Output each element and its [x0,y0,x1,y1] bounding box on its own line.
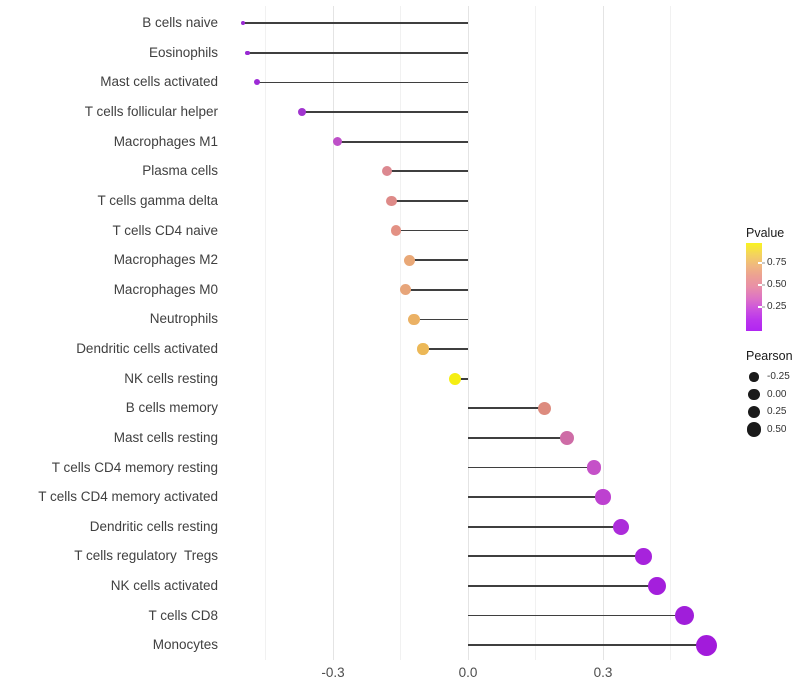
y-axis-label: T cells regulatory Tregs [74,548,218,564]
data-point-dot [448,372,461,385]
y-axis-label: T cells CD4 memory activated [38,489,218,505]
data-point-dot [253,79,260,86]
legend-pvalue-title: Pvalue [746,226,785,240]
data-point-dot [648,576,666,595]
y-axis-label: T cells CD8 [148,607,218,623]
stem [409,259,468,262]
stem [247,51,468,54]
y-axis-label: Eosinophils [148,44,218,60]
data-point-dot [404,254,415,266]
y-axis-label: Mast cells resting [113,429,218,445]
data-point-dot [297,108,306,117]
pearson-legend-label: 0.25 [767,406,787,417]
gridline-major [467,6,469,660]
colorbar-tick [758,262,762,264]
data-point-dot [408,313,420,325]
stem [468,436,567,439]
y-axis-label: Dendritic cells activated [76,341,218,357]
data-point-dot [537,401,552,415]
colorbar-tick [758,306,762,308]
stem [387,170,468,173]
stem [454,377,468,380]
data-point-dot [245,50,250,56]
colorbar-tick-label: 0.25 [767,301,787,313]
pearson-legend-label: 0.00 [767,388,787,400]
y-axis-label: T cells CD4 naive [112,222,218,238]
stem [468,525,621,528]
data-point-dot [696,634,717,656]
gridline-major [332,6,334,660]
stem [468,466,594,469]
data-point-dot [417,343,429,355]
pearson-legend-dot [748,388,760,401]
stem [468,644,707,647]
stem [468,585,657,587]
data-point-dot [586,460,602,475]
stem [301,111,468,113]
y-axis-label: Mast cells activated [100,74,218,90]
colorbar-tick-label: 0.75 [767,257,787,269]
data-point-dot [613,518,629,535]
data-point-dot [240,20,246,26]
stem [468,407,545,410]
data-point-dot [560,430,574,445]
y-axis-label: B cells naive [142,15,218,31]
y-axis-label: B cells memory [125,400,218,416]
data-point-dot [399,284,411,296]
pearson-legend-label: -0.25 [767,371,790,382]
stem [468,555,644,558]
x-axis-tick-label: 0.3 [593,665,613,680]
pearson-legend-dot [747,405,761,419]
stem [414,318,468,321]
data-point-dot [390,225,402,236]
y-axis-label: Dendritic cells resting [89,518,218,534]
stem [468,614,684,617]
y-axis-label: Macrophages M1 [113,133,218,149]
colorbar-tick-stub [762,284,765,286]
y-axis-label: Monocytes [152,637,218,653]
data-point-dot [382,166,392,177]
colorbar-tick-stub [762,306,765,308]
data-point-dot [333,137,342,147]
stem [468,496,603,499]
data-point-dot [386,195,397,206]
gridline-minor [535,6,536,660]
y-axis-label: Macrophages M0 [113,281,218,297]
gridline-minor [670,6,671,660]
y-axis-label: T cells follicular helper [84,104,218,120]
stem [405,288,468,291]
data-point-dot [595,489,611,505]
pvalue-colorbar [746,243,762,331]
x-axis-tick-label: -0.3 [321,665,345,680]
gridline-minor [400,6,401,660]
stem [396,229,468,232]
stem [243,22,468,25]
y-axis-label: NK cells activated [110,577,218,593]
y-axis-label: Macrophages M2 [113,252,218,268]
y-axis-label: T cells CD4 memory resting [51,459,218,475]
stem [423,348,468,350]
pearson-legend-label: 0.50 [767,423,787,435]
stem [337,140,468,143]
pearson-legend-dot [746,422,762,437]
colorbar-tick [758,284,762,286]
pearson-legend-dot [749,372,759,382]
data-point-dot [635,547,652,565]
y-axis-label: Neutrophils [149,311,218,327]
stem [256,81,468,84]
stem [391,200,468,202]
legend-pearson-title: Pearson [746,349,793,363]
y-axis-label: T cells gamma delta [97,192,218,208]
x-axis-tick-label: 0.0 [458,665,478,680]
colorbar-tick-stub [762,262,765,264]
colorbar-tick-label: 0.50 [767,279,787,291]
data-point-dot [674,606,694,626]
gridline-major [602,6,604,660]
gridline-minor [265,6,266,660]
y-axis-label: Plasma cells [142,163,218,179]
y-axis-label: NK cells resting [124,370,218,386]
